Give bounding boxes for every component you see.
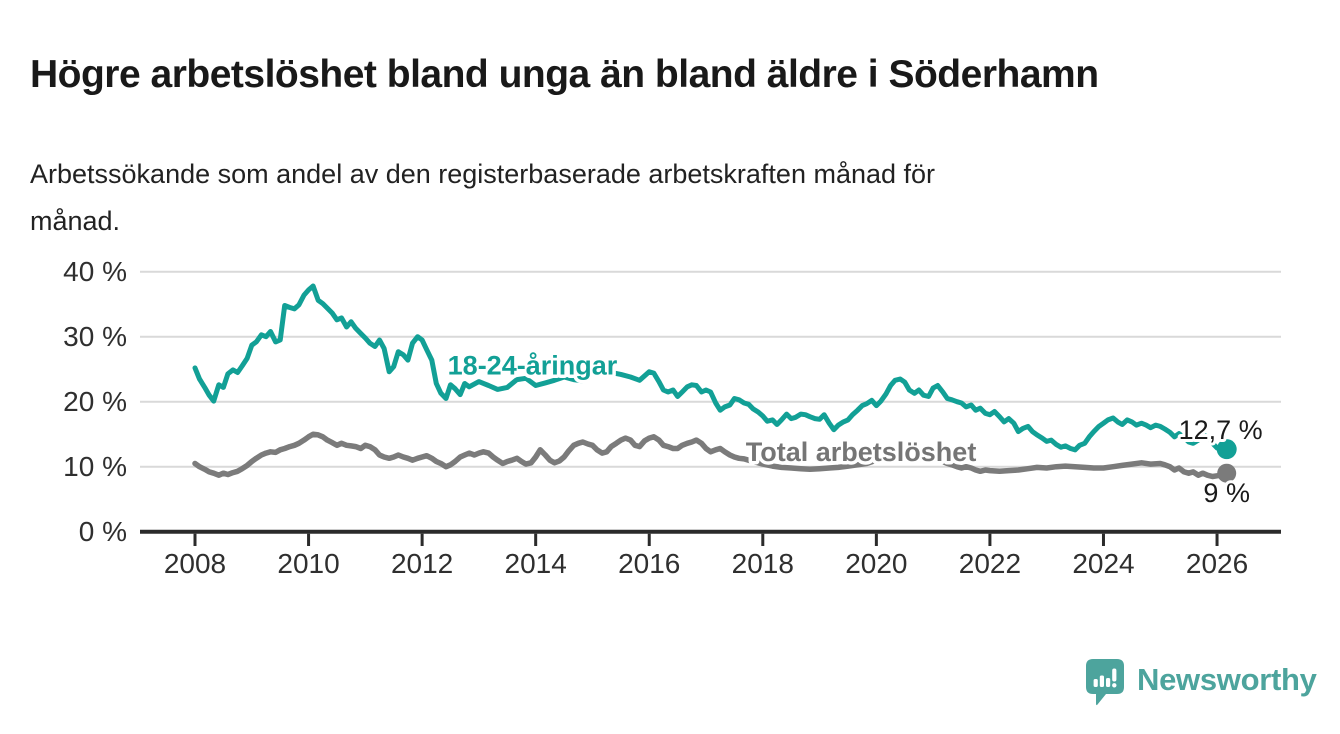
x-axis-tick-label: 2022 [959,548,1021,579]
y-axis-tick-label: 20 % [63,386,127,417]
y-axis-tick-label: 30 % [63,321,127,352]
newsworthy-wordmark: Newsworthy [1137,662,1317,697]
chart-title: Högre arbetslöshet bland unga än bland ä… [30,53,1099,97]
x-axis-tick-label: 2016 [618,548,680,579]
end-value-label-total: 9 % [1203,478,1250,508]
newsworthy-logo: Newsworthy [1086,659,1317,707]
x-axis-tick-label: 2018 [732,548,794,579]
y-axis-tick-label: 0 % [79,516,127,547]
end-dot-total [1217,463,1237,483]
series-label-total: Total arbetslöshet [746,437,977,467]
y-axis-tick-label: 10 % [63,451,127,482]
x-axis-tick-label: 2020 [845,548,907,579]
x-axis-tick-label: 2026 [1186,548,1248,579]
series-label-18-24: 18-24-åringar [448,350,618,380]
x-axis-tick-label: 2024 [1072,548,1134,579]
y-axis-tick-label: 40 % [63,256,127,287]
end-dot-18-24 [1216,439,1237,460]
x-axis-tick-label: 2014 [505,548,567,579]
x-axis-tick-label: 2012 [391,548,453,579]
series-line-total [192,431,1230,480]
newsworthy-bubble-chart-icon [1086,659,1124,706]
subtitle-line-1: Arbetssökande som andel av den registerb… [30,159,936,189]
subtitle-line-2: månad. [30,206,121,236]
chart-subtitle: Arbetssökande som andel av den registerb… [30,151,1230,245]
series-line-18-24 [192,283,1230,453]
x-axis-tick-label: 2010 [277,548,339,579]
end-value-label-18-24: 12,7 % [1179,415,1263,445]
x-axis-tick-label: 2008 [164,548,226,579]
